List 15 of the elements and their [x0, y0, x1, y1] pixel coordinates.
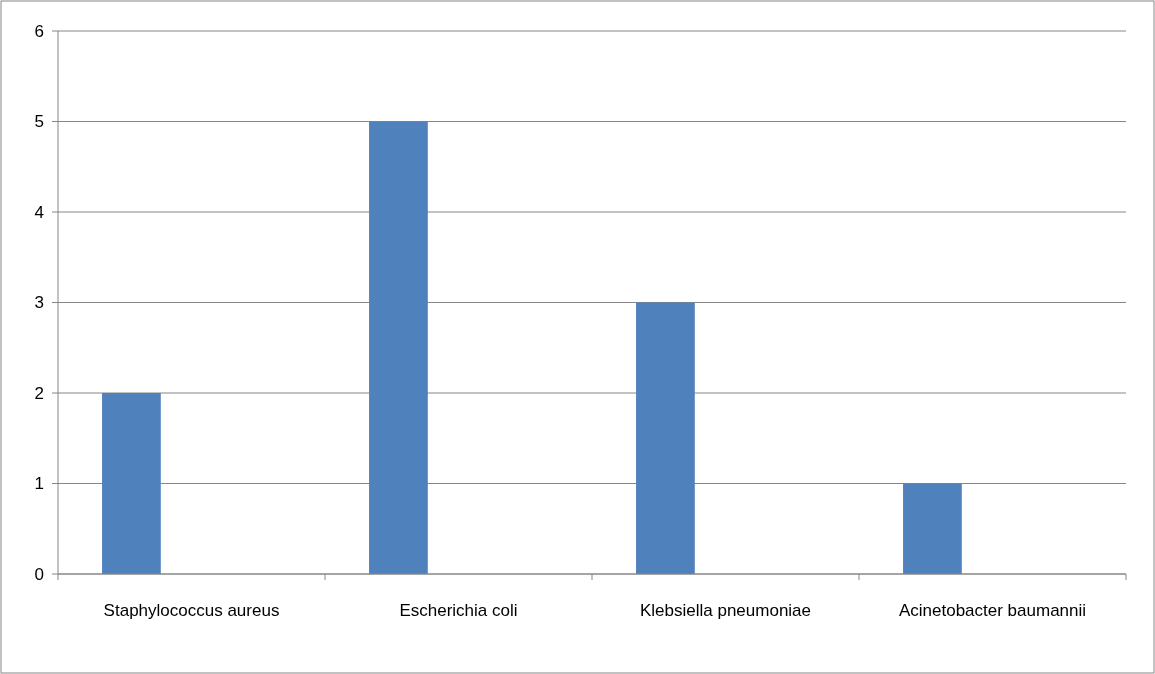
y-tick-label: 6 [34, 21, 44, 41]
y-tick-label: 0 [34, 564, 44, 584]
x-tick-label: Klebsiella pneumoniae [639, 601, 812, 620]
bar [102, 393, 161, 574]
y-tick-label: 2 [34, 383, 44, 403]
bar [369, 121, 428, 574]
bar [636, 302, 695, 574]
x-tick-label: Acinetobacter baumannii [898, 601, 1087, 620]
x-tick-label: Staphylococcus aureus [103, 601, 280, 620]
y-tick-label: 5 [34, 112, 44, 132]
x-tick-label: Escherichia coli [399, 601, 518, 620]
y-tick-label: 3 [34, 293, 44, 313]
y-tick-label: 4 [34, 202, 44, 222]
y-tick-label: 1 [34, 474, 44, 494]
bar [903, 483, 962, 574]
